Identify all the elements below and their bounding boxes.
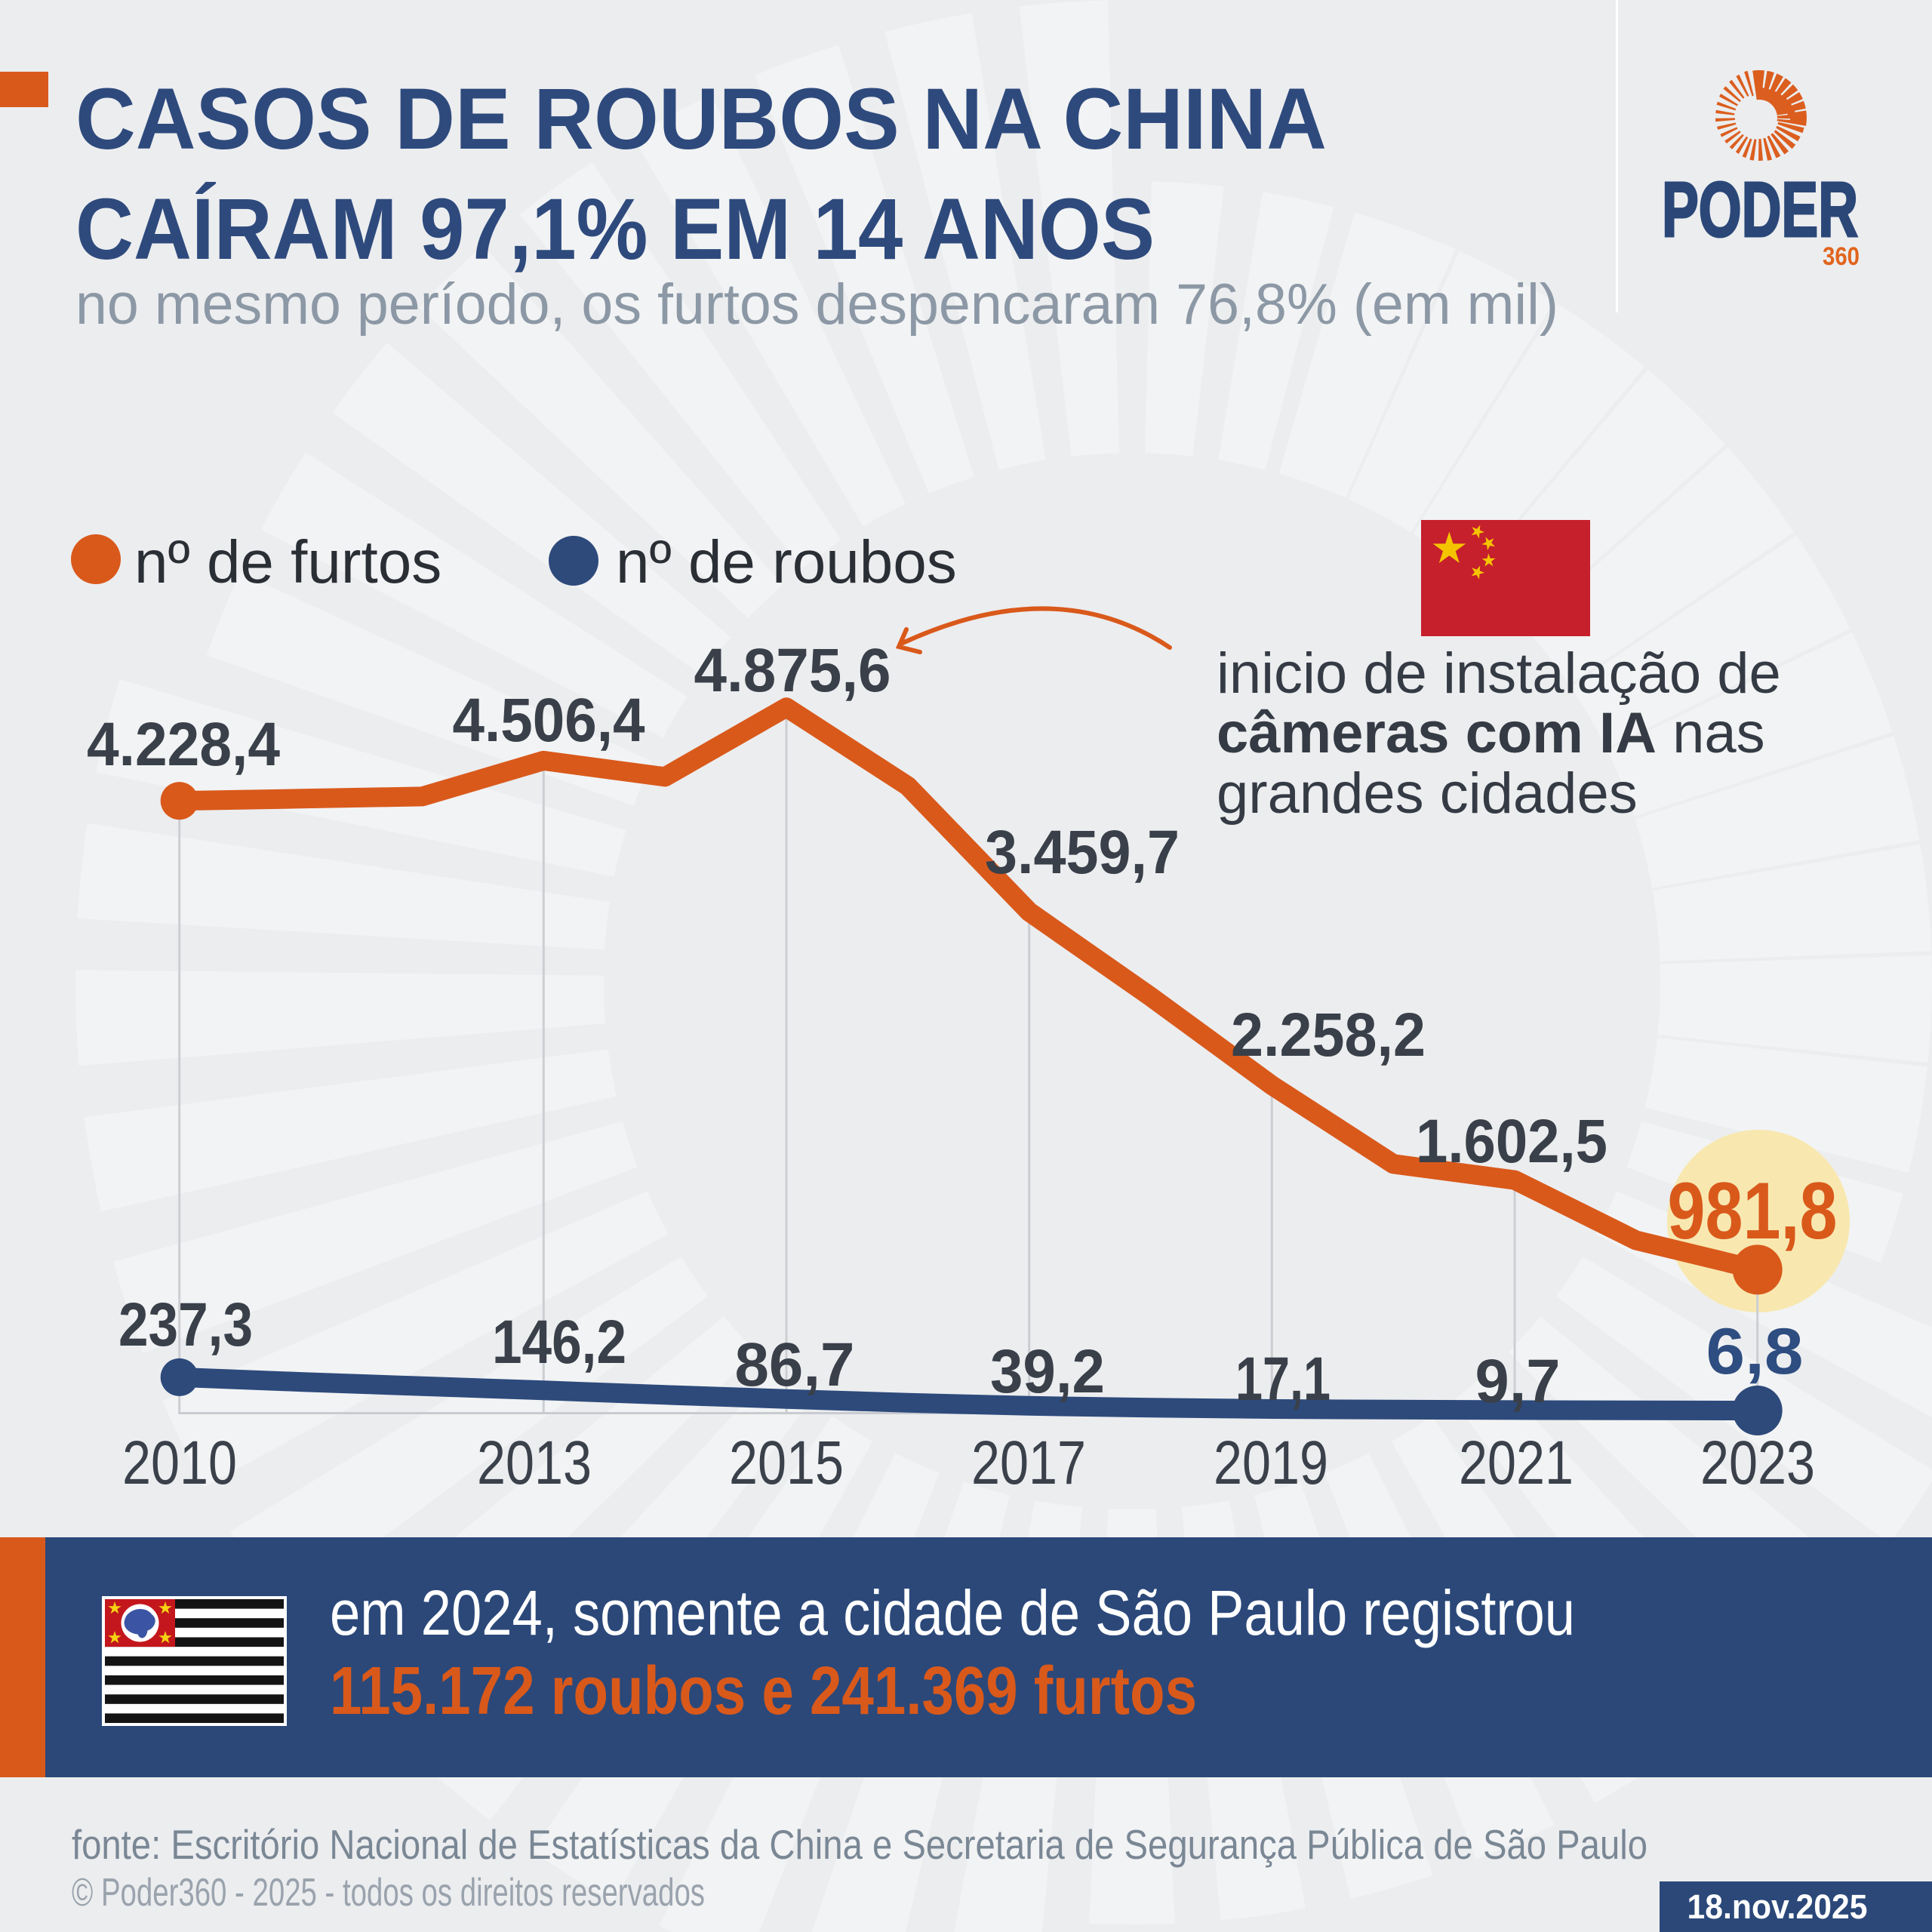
svg-text:2017: 2017 — [971, 1429, 1086, 1497]
svg-text:2.258,2: 2.258,2 — [1231, 1001, 1426, 1069]
svg-text:grandes cidades: grandes cidades — [1217, 761, 1638, 826]
svg-text:360: 360 — [1823, 242, 1860, 271]
svg-text:© Poder360 - 2025 - todos os d: © Poder360 - 2025 - todos os direitos re… — [72, 1871, 705, 1915]
svg-text:17,1: 17,1 — [1235, 1345, 1331, 1414]
svg-text:86,7: 86,7 — [735, 1331, 855, 1399]
svg-text:146,2: 146,2 — [492, 1308, 626, 1377]
svg-text:39,2: 39,2 — [990, 1337, 1105, 1406]
svg-text:2013: 2013 — [477, 1429, 592, 1497]
svg-text:6,8: 6,8 — [1706, 1315, 1804, 1388]
svg-text:CASOS DE ROUBOS NA CHINA: CASOS DE ROUBOS NA CHINA — [75, 71, 1327, 168]
svg-text:1.602,5: 1.602,5 — [1416, 1107, 1607, 1176]
svg-text:237,3: 237,3 — [118, 1291, 253, 1359]
svg-text:18.nov.2025: 18.nov.2025 — [1687, 1887, 1868, 1926]
svg-text:2015: 2015 — [729, 1429, 844, 1497]
svg-text:115.172 roubos e 241.369 furto: 115.172 roubos e 241.369 furtos — [330, 1654, 1197, 1729]
svg-text:PODER: PODER — [1662, 166, 1858, 253]
svg-text:4.506,4: 4.506,4 — [453, 686, 645, 755]
svg-text:2019: 2019 — [1214, 1429, 1328, 1497]
svg-text:nº de roubos: nº de roubos — [616, 528, 957, 595]
svg-text:981,8: 981,8 — [1668, 1165, 1838, 1256]
svg-text:3.459,7: 3.459,7 — [985, 818, 1180, 887]
svg-text:2010: 2010 — [122, 1429, 237, 1497]
svg-text:2023: 2023 — [1700, 1429, 1815, 1497]
svg-text:nº de furtos: nº de furtos — [134, 528, 441, 595]
svg-text:câmeras com IA nas: câmeras com IA nas — [1217, 701, 1765, 765]
svg-text:CAÍRAM 97,1% EM 14 ANOS: CAÍRAM 97,1% EM 14 ANOS — [75, 181, 1155, 278]
svg-text:2021: 2021 — [1459, 1429, 1574, 1497]
svg-text:inicio de instalação de: inicio de instalação de — [1217, 641, 1781, 706]
svg-text:no mesmo período, os furtos de: no mesmo período, os furtos despencaram … — [75, 272, 1558, 337]
svg-text:9,7: 9,7 — [1475, 1347, 1561, 1416]
svg-text:4.228,4: 4.228,4 — [87, 710, 280, 779]
svg-text:em 2024, somente a cidade de S: em 2024, somente a cidade de São Paulo r… — [330, 1577, 1575, 1648]
svg-text:fonte: Escritório Nacional de: fonte: Escritório Nacional de Estatístic… — [72, 1821, 1647, 1868]
svg-text:4.875,6: 4.875,6 — [694, 636, 891, 705]
